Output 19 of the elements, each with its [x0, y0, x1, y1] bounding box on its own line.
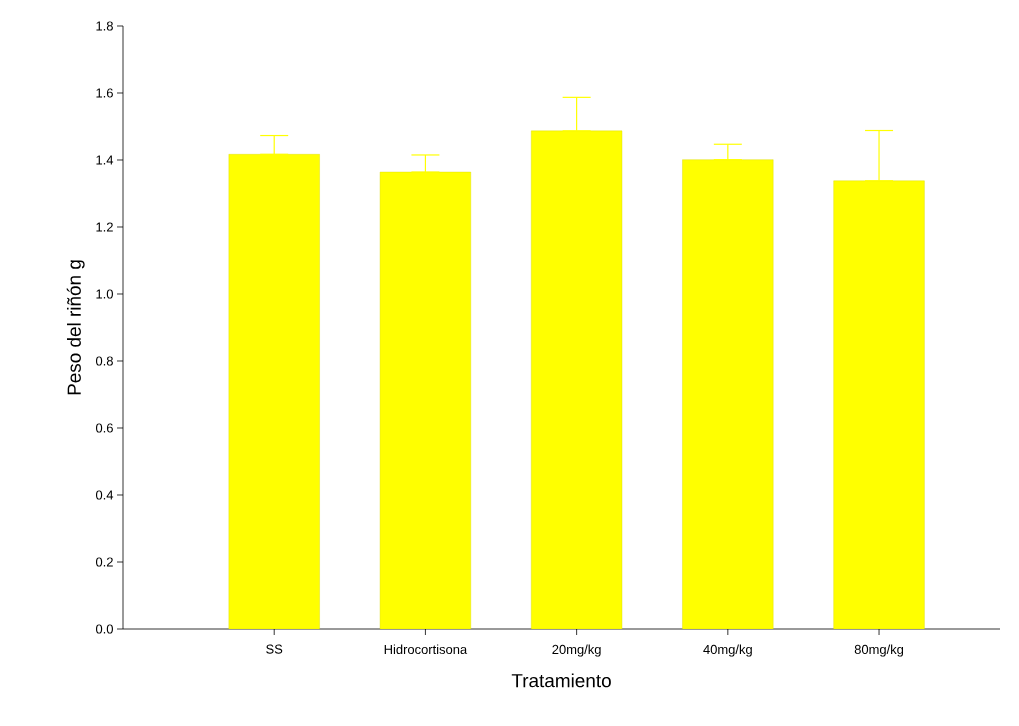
- y-tick-label: 0.4: [95, 490, 114, 500]
- y-tick-label: 1.2: [96, 222, 113, 232]
- x-tick-label: SS: [266, 644, 283, 654]
- y-tick-label: 0.0: [95, 624, 113, 634]
- y-tick-label: 1.8: [96, 21, 113, 31]
- x-tick-label: 80mg/kg: [854, 644, 904, 657]
- y-tick-label: 0.6: [95, 423, 113, 433]
- y-tick-label: 1.0: [96, 289, 113, 299]
- x-tick-label: 20mg/kg: [552, 644, 601, 657]
- x-tick-label: Hidrocortisona: [384, 644, 468, 655]
- x-tick-label: 40mg/kg: [703, 644, 752, 657]
- x-axis-title: Tratamiento: [511, 673, 611, 688]
- y-tick-label: 0.2: [95, 557, 113, 567]
- y-axis-title: Peso del riñón g: [66, 260, 85, 395]
- bar: [379, 171, 471, 629]
- y-tick-label: 1.4: [96, 155, 114, 165]
- y-tick-label: 0.8: [95, 356, 113, 366]
- bar: [531, 130, 623, 629]
- y-tick-label: 1.6: [96, 88, 113, 98]
